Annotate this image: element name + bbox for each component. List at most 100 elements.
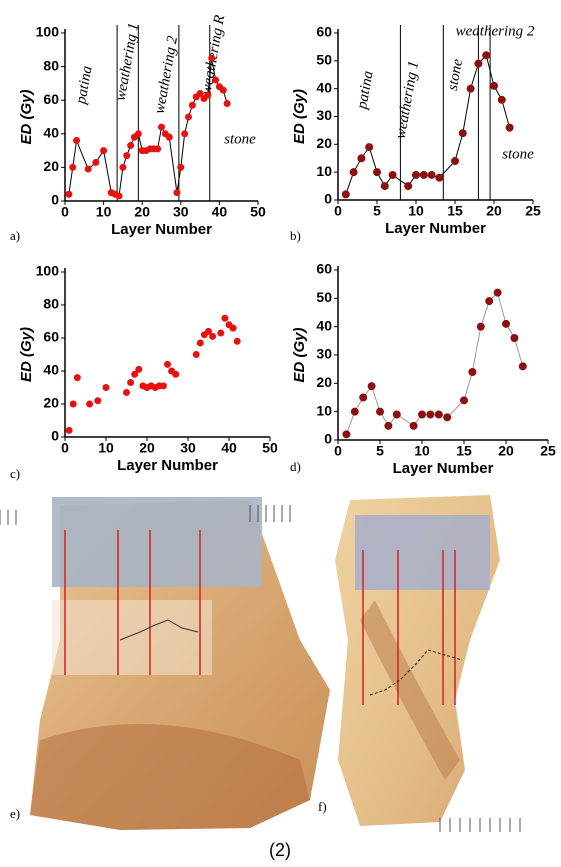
- x-tick-label: 10: [98, 440, 114, 456]
- y-tick-label: 20: [43, 395, 59, 411]
- x-tick-label: 15: [447, 203, 463, 219]
- x-tick-label: 40: [221, 440, 237, 456]
- point: [510, 334, 518, 342]
- point: [123, 389, 130, 396]
- zone-label: weathering 1: [393, 60, 422, 140]
- point: [85, 166, 92, 173]
- point: [435, 174, 443, 182]
- point: [119, 164, 126, 171]
- point: [412, 171, 420, 179]
- point: [418, 411, 426, 419]
- y-tick-label: 0: [324, 431, 332, 447]
- y-tick-label: 20: [316, 374, 332, 390]
- x-tick-label: 20: [139, 440, 155, 456]
- point: [116, 192, 123, 199]
- x-tick-label: 0: [334, 443, 342, 459]
- photo-f: [335, 495, 520, 832]
- point: [342, 430, 350, 438]
- x-tick-label: 20: [134, 204, 150, 220]
- point: [485, 297, 493, 305]
- point: [234, 338, 241, 345]
- y-tick-label: 80: [43, 296, 59, 312]
- point: [193, 351, 200, 358]
- x-axis-label: Layer Number: [393, 460, 494, 477]
- point: [220, 87, 227, 94]
- point: [160, 382, 167, 389]
- point: [94, 397, 101, 404]
- x-tick-label: 20: [498, 443, 514, 459]
- point: [373, 168, 381, 176]
- point: [197, 339, 204, 346]
- x-tick-label: 5: [373, 203, 381, 219]
- point: [158, 124, 165, 131]
- point: [410, 422, 418, 430]
- series-line: [346, 293, 522, 435]
- panel-label: d): [290, 459, 301, 474]
- point: [368, 382, 376, 390]
- point: [342, 190, 350, 198]
- point: [435, 411, 443, 419]
- point: [420, 171, 428, 179]
- zone-label: patina: [73, 65, 96, 107]
- x-tick-label: 40: [212, 204, 228, 220]
- zone-label: weathering 2: [152, 34, 182, 115]
- y-tick-label: 30: [316, 107, 332, 123]
- point: [65, 191, 72, 198]
- caption: (2): [269, 840, 291, 860]
- point: [103, 384, 110, 391]
- x-tick-label: 50: [262, 440, 278, 456]
- point: [376, 408, 384, 416]
- x-tick-label: 10: [414, 443, 430, 459]
- point: [482, 51, 490, 59]
- x-tick-label: 0: [61, 204, 69, 220]
- x-tick-label: 30: [173, 204, 189, 220]
- y-tick-label: 50: [316, 52, 332, 68]
- point: [209, 333, 216, 340]
- zone-label: stone: [224, 131, 256, 147]
- x-tick-label: 25: [525, 203, 541, 219]
- point: [502, 320, 510, 328]
- point: [135, 366, 142, 373]
- point: [428, 171, 436, 179]
- point: [506, 124, 514, 132]
- y-axis-label: ED (Gy): [18, 89, 35, 144]
- zone-label: stone: [502, 146, 534, 162]
- x-tick-label: 0: [61, 440, 69, 456]
- point: [73, 137, 80, 144]
- point: [177, 164, 184, 171]
- point: [426, 411, 434, 419]
- x-tick-label: 30: [180, 440, 196, 456]
- point: [127, 142, 134, 149]
- point: [86, 401, 93, 408]
- point: [474, 60, 482, 68]
- point: [224, 100, 231, 107]
- point: [135, 130, 142, 137]
- point: [468, 368, 476, 376]
- zone-label: patina: [354, 70, 377, 112]
- panel-label: b): [290, 228, 301, 243]
- point: [498, 96, 506, 104]
- y-tick-label: 30: [316, 346, 332, 362]
- panel-label: a): [10, 228, 20, 243]
- x-tick-label: 5: [376, 443, 384, 459]
- point: [393, 411, 401, 419]
- y-tick-label: 0: [51, 192, 59, 208]
- point: [123, 152, 130, 159]
- point: [100, 147, 107, 154]
- point: [389, 171, 397, 179]
- y-tick-label: 60: [43, 91, 59, 107]
- y-tick-label: 0: [324, 191, 332, 207]
- point: [384, 422, 392, 430]
- panel-label: e): [10, 806, 20, 821]
- y-tick-label: 40: [43, 362, 59, 378]
- point: [154, 145, 161, 152]
- point: [221, 315, 228, 322]
- zone-label: stone: [445, 58, 466, 92]
- y-tick-label: 100: [36, 24, 60, 40]
- y-tick-label: 20: [316, 135, 332, 151]
- point: [459, 129, 467, 137]
- photo-e: [0, 497, 330, 830]
- zone-label: weathering R: [199, 14, 229, 96]
- point: [92, 159, 99, 166]
- y-axis-label: ED (Gy): [291, 89, 308, 144]
